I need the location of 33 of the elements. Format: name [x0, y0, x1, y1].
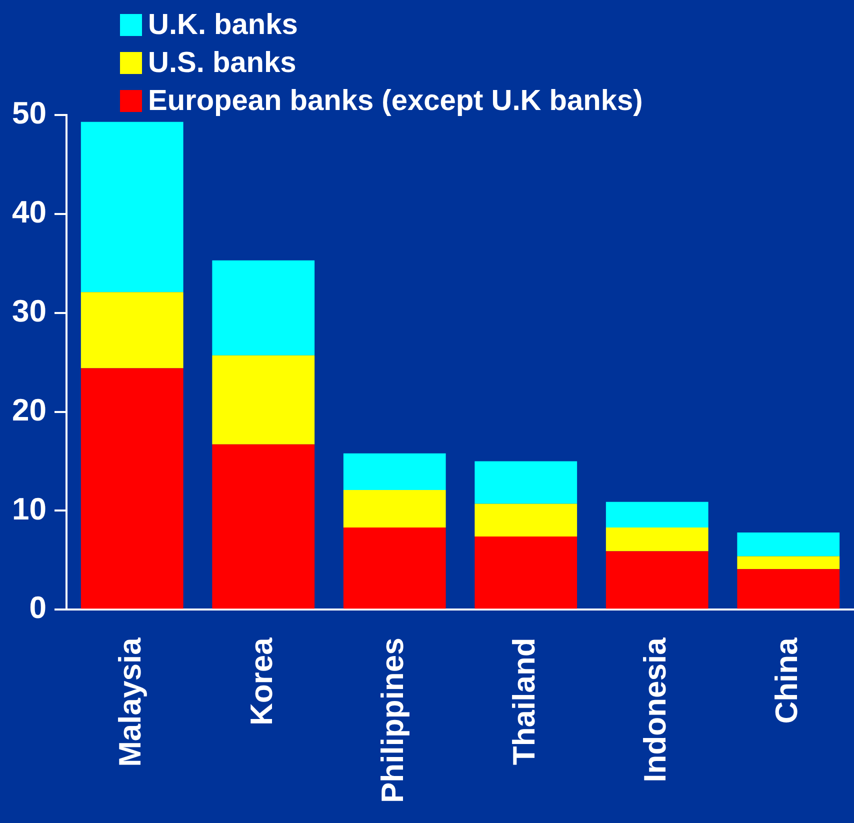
x-tick-label: Korea	[244, 636, 279, 726]
legend-label: U.K. banks	[148, 8, 298, 43]
bar	[212, 444, 315, 609]
x-tick-label: Indonesia	[638, 636, 673, 782]
bar	[606, 502, 708, 528]
bar	[343, 453, 446, 490]
x-tick-label: Malaysia	[112, 636, 148, 767]
y-tick-label: 30	[12, 293, 46, 328]
bar	[474, 461, 578, 504]
bar	[606, 551, 708, 609]
y-tick-label: 20	[12, 392, 46, 428]
x-tick-label: Thailand	[506, 638, 542, 766]
y-tick-label: 40	[12, 194, 46, 230]
bar	[343, 528, 446, 609]
bar	[737, 532, 840, 556]
bar	[606, 528, 708, 552]
x-tick-label: China	[768, 636, 804, 724]
bar	[737, 556, 840, 570]
legend-label: European banks (except U.K banks)	[148, 84, 643, 119]
bar	[212, 260, 315, 356]
bar	[80, 122, 184, 292]
bar	[737, 569, 840, 609]
bar	[80, 292, 184, 368]
y-tick-label: 0	[29, 590, 46, 626]
y-tick-label: 10	[12, 491, 46, 526]
y-tick-label: 50	[12, 96, 46, 131]
bar	[212, 355, 315, 444]
bar	[474, 536, 578, 609]
bar	[80, 368, 184, 609]
bar	[343, 490, 446, 528]
legend-label: U.S. banks	[148, 46, 296, 81]
x-tick-label: Philippines	[375, 638, 410, 804]
bar	[474, 504, 578, 536]
